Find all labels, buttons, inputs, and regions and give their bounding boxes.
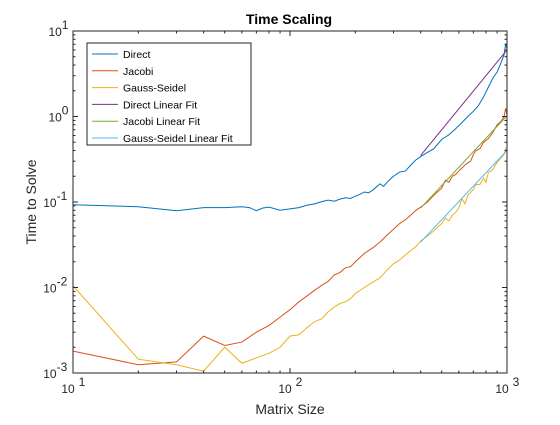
y-tick-label-exponent: 1 xyxy=(62,18,69,32)
x-tick-label: 10 xyxy=(61,382,75,396)
y-tick-label: 10 xyxy=(48,111,62,125)
legend-box xyxy=(86,42,252,146)
ticks-group: 10 1 10 2 10 310 -310 -210 -110 010 1 xyxy=(43,18,519,396)
series-line-4 xyxy=(420,49,507,156)
y-axis-label: Time to Solve xyxy=(23,159,39,244)
y-tick-label: 10 xyxy=(43,196,57,210)
x-tick-label-exponent: 3 xyxy=(513,375,520,389)
legend-label: Direct xyxy=(123,49,151,61)
y-tick-label: 10 xyxy=(43,282,57,296)
legend-label: Direct Linear Fit xyxy=(123,99,197,111)
legend-label: Gauss-Seidel xyxy=(123,83,186,95)
x-tick-label-exponent: 1 xyxy=(79,375,86,389)
legend-label: Gauss-Seidel Linear Fit xyxy=(123,133,233,145)
series-line-5 xyxy=(420,115,507,209)
series-line-6 xyxy=(420,150,507,243)
series-line-2 xyxy=(73,108,507,366)
x-axis-label: Matrix Size xyxy=(255,401,324,417)
y-tick-label-exponent: -1 xyxy=(57,189,68,203)
y-tick-label: 10 xyxy=(48,25,62,39)
chart-title: Time Scaling xyxy=(246,11,332,27)
series-line-1 xyxy=(73,44,507,212)
y-tick-label-exponent: 0 xyxy=(62,104,69,118)
y-tick-label-exponent: -3 xyxy=(57,360,68,374)
y-tick-label-exponent: -2 xyxy=(57,275,68,289)
y-tick-label: 10 xyxy=(43,367,57,381)
series-group xyxy=(73,44,507,372)
x-tick-label: 10 xyxy=(495,382,509,396)
x-tick-label: 10 xyxy=(278,382,292,396)
series-line-3 xyxy=(73,147,507,372)
legend-label: Jacobi Linear Fit xyxy=(123,116,200,128)
legend-label: Jacobi xyxy=(123,66,153,78)
legend: Direct Jacobi Gauss-Seidel Direct Linear Fi… xyxy=(86,42,252,146)
x-tick-label-exponent: 2 xyxy=(296,375,303,389)
